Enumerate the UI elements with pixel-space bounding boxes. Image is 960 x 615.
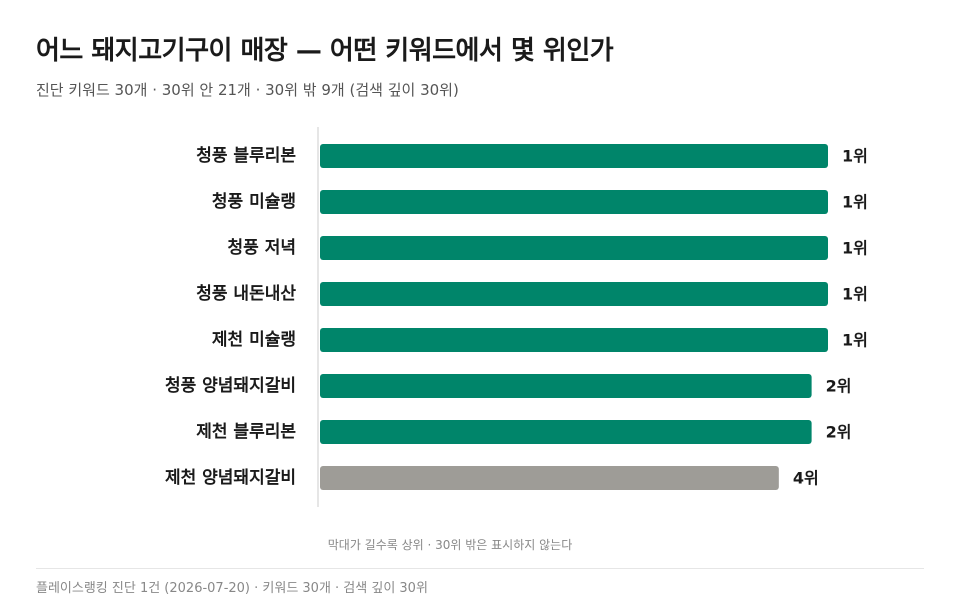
category-label: 제천 블루리본: [196, 422, 296, 442]
rank-bar: [320, 328, 828, 352]
category-label: 제천 양념돼지갈비: [165, 467, 296, 488]
rank-value-label: 2위: [826, 423, 852, 442]
footer-divider: [36, 568, 924, 569]
chart-subtitle: 진단 키워드 30개 · 30위 안 21개 · 30위 밖 9개 (검색 깊이…: [36, 81, 459, 99]
category-label: 청풍 블루리본: [196, 145, 296, 166]
rank-value-label: 1위: [842, 193, 868, 212]
category-label: 청풍 양념돼지갈비: [165, 375, 296, 396]
rank-bar: [320, 236, 828, 260]
rank-value-label: 4위: [793, 469, 819, 488]
category-label: 청풍 내돈내산: [196, 283, 296, 304]
rank-bar: [320, 420, 812, 444]
rank-bar: [320, 374, 812, 398]
rank-bar: [320, 466, 779, 490]
chart-footer: 플레이스랭킹 진단 1건 (2026-07-20) · 키워드 30개 · 검색…: [36, 581, 428, 596]
chart-note: 막대가 길수록 상위 · 30위 밖은 표시하지 않는다: [327, 538, 573, 552]
rank-bar: [320, 190, 828, 214]
category-label: 청풍 저녁: [228, 237, 296, 258]
rank-value-label: 1위: [842, 331, 868, 350]
rank-value-label: 1위: [842, 239, 868, 258]
rank-value-label: 2위: [826, 377, 852, 396]
rank-bar: [320, 144, 828, 168]
rank-value-label: 1위: [842, 285, 868, 304]
rank-bar: [320, 282, 828, 306]
chart-title: 어느 돼지고기구이 매장 — 어떤 키워드에서 몇 위인가: [36, 36, 614, 66]
category-label: 청풍 미슐랭: [212, 191, 296, 212]
category-label: 제천 미슐랭: [212, 330, 296, 350]
rank-value-label: 1위: [842, 147, 868, 166]
